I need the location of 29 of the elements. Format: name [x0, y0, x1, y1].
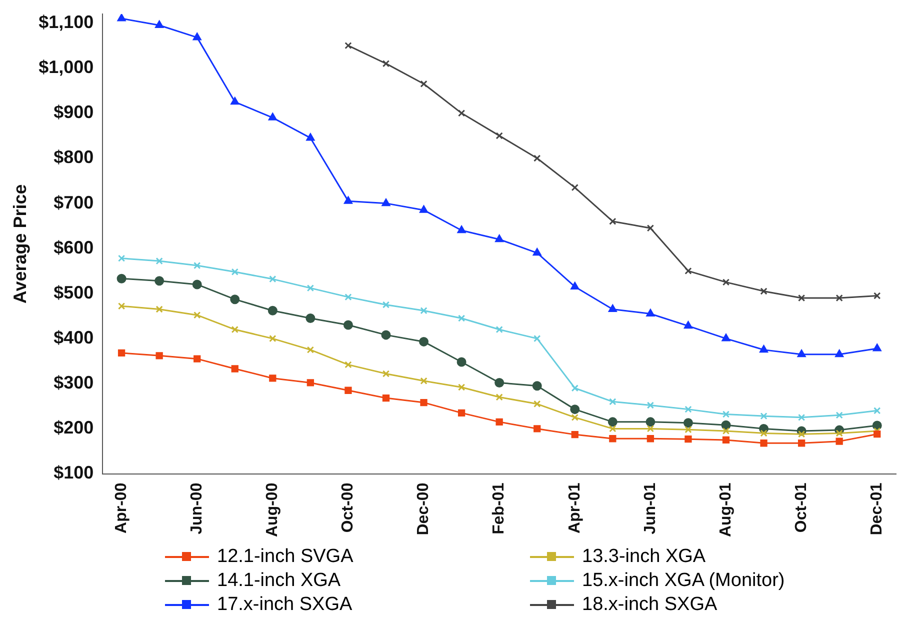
legend-label: 17.x-inch SXGA — [217, 594, 352, 616]
x-tick-label: Aug-00 — [264, 482, 282, 538]
legend-label: 18.x-inch SXGA — [582, 594, 718, 616]
legend-label: 15.x-inch XGA (Monitor) — [582, 570, 785, 592]
y-tick-label: $1,100 — [38, 12, 94, 32]
x-tick-label: Apr-00 — [112, 482, 130, 534]
x-tick-label: Feb-01 — [490, 482, 508, 534]
y-tick-label: $900 — [54, 102, 94, 122]
x-tick-label: Aug-01 — [717, 482, 734, 538]
y-tick-label: $200 — [54, 418, 94, 438]
x-tick-label: Dec-00 — [415, 482, 432, 536]
legend-label: 14.1-inch XGA — [217, 570, 341, 592]
x-tick-label: Oct-01 — [792, 482, 810, 533]
x-tick-label: Jun-01 — [642, 482, 659, 534]
x-tick-label: Apr-01 — [566, 482, 584, 534]
x-tick-label: Jun-00 — [188, 482, 206, 534]
x-tick-label: Oct-00 — [340, 482, 357, 533]
y-tick-label: $1,000 — [38, 57, 94, 78]
y-tick-label: $800 — [54, 147, 94, 168]
y-tick-label: $400 — [54, 328, 94, 348]
y-tick-label: $600 — [54, 237, 94, 258]
x-tick-label: Dec-01 — [868, 482, 886, 536]
y-tick-label: $100 — [54, 462, 94, 483]
y-tick-label: $700 — [54, 192, 94, 212]
legend-label: 12.1-inch SVGA — [217, 546, 354, 568]
y-axis-title: Average Price — [10, 184, 30, 304]
y-tick-label: $300 — [54, 372, 94, 393]
legend-label: 13.3-inch XGA — [582, 546, 706, 568]
y-tick-label: $500 — [54, 282, 94, 302]
